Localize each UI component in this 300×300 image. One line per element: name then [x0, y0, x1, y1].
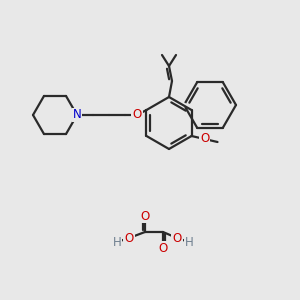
Text: O: O — [124, 232, 134, 244]
Text: O: O — [172, 232, 182, 244]
Text: O: O — [158, 242, 168, 254]
Text: O: O — [140, 209, 150, 223]
Text: N: N — [73, 109, 81, 122]
Text: H: H — [112, 236, 122, 248]
Text: O: O — [132, 109, 142, 122]
Text: H: H — [184, 236, 194, 248]
Text: O: O — [200, 133, 209, 146]
